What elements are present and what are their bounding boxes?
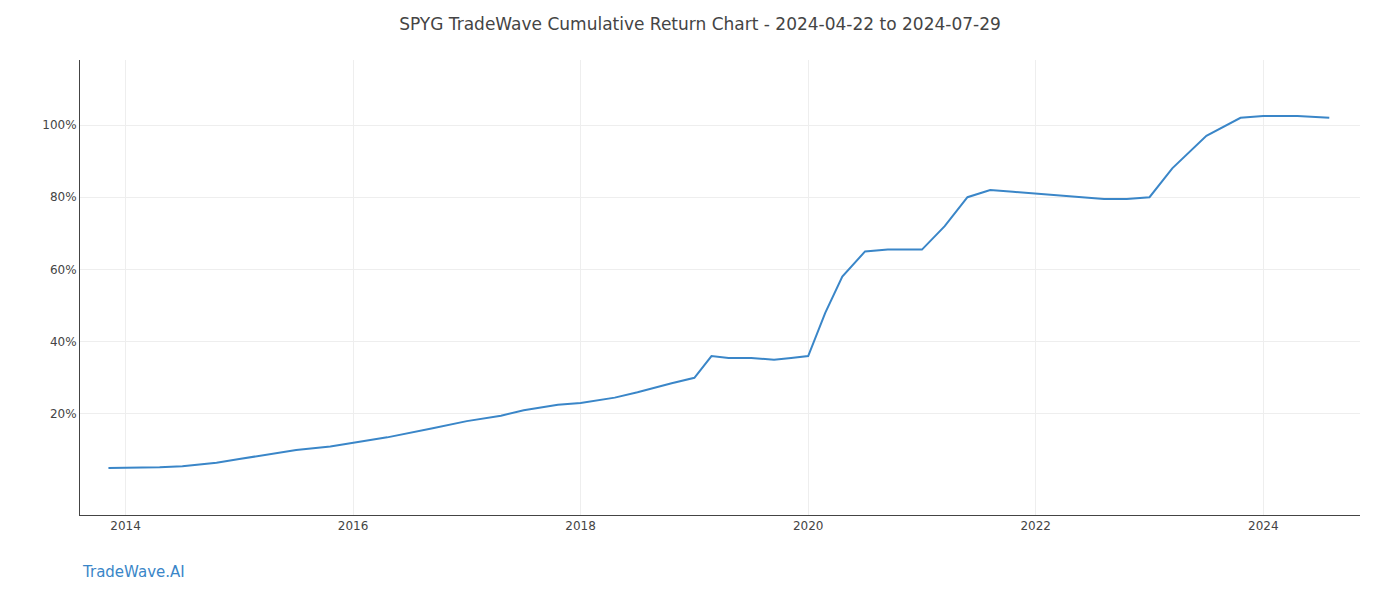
svg-text:2016: 2016 [338, 519, 369, 533]
svg-text:80%: 80% [50, 190, 77, 204]
svg-text:TradeWave.AI: TradeWave.AI [82, 563, 185, 581]
svg-text:2022: 2022 [1020, 519, 1051, 533]
svg-text:40%: 40% [50, 335, 77, 349]
svg-text:100%: 100% [42, 118, 76, 132]
svg-text:2020: 2020 [793, 519, 824, 533]
svg-text:2024: 2024 [1248, 519, 1279, 533]
svg-text:20%: 20% [50, 407, 77, 421]
svg-text:2014: 2014 [110, 519, 141, 533]
svg-text:2018: 2018 [565, 519, 596, 533]
svg-text:60%: 60% [50, 263, 77, 277]
svg-text:SPYG TradeWave Cumulative Retu: SPYG TradeWave Cumulative Return Chart -… [399, 14, 1001, 34]
